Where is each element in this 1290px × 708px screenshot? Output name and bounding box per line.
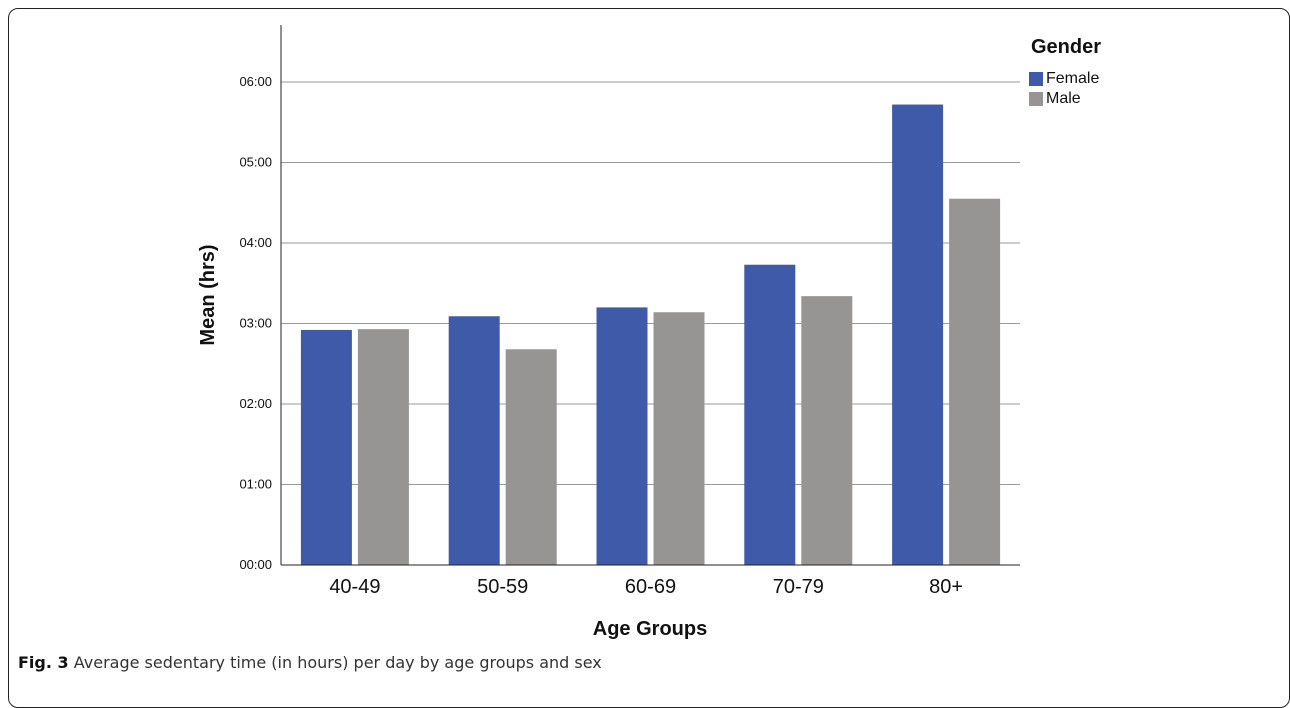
y-tick-labels: 00:00 01:00 02:00 03:00 04:00 05:00 06:00	[239, 74, 272, 572]
y-axis-title: Mean (hrs)	[197, 244, 219, 345]
legend-label-female: Female	[1046, 70, 1100, 87]
bar-male-70-79	[801, 296, 853, 565]
bar-female-80plus	[892, 104, 944, 565]
legend-label-male: Male	[1046, 90, 1081, 107]
x-tick-labels: 40-49 50-59 60-69 70-79 80+	[329, 576, 963, 598]
bar-female-50-59	[448, 316, 500, 565]
y-tick-label: 03:00	[239, 316, 272, 331]
bar-female-40-49	[300, 329, 352, 565]
bar-male-80plus	[949, 198, 1001, 565]
y-tick-label: 05:00	[239, 155, 272, 170]
y-tick-label: 00:00	[239, 557, 272, 572]
x-tick-label: 60-69	[625, 576, 676, 598]
legend-item-male: Male	[1029, 89, 1101, 109]
legend-title: Gender	[1031, 36, 1102, 58]
x-tick-label: 80+	[929, 576, 963, 598]
bar-male-50-59	[505, 349, 557, 565]
y-tick-label: 06:00	[239, 74, 272, 89]
x-tick-label: 50-59	[477, 576, 528, 598]
x-axis-title: Age Groups	[593, 618, 707, 640]
legend-swatch-male	[1029, 92, 1043, 106]
bar-female-60-69	[596, 307, 648, 565]
y-tick-label: 01:00	[239, 477, 272, 492]
bar-female-70-79	[744, 264, 796, 565]
x-tick-label: 40-49	[329, 576, 380, 598]
y-tick-label: 04:00	[239, 235, 272, 250]
bar-male-40-49	[357, 329, 409, 565]
figure-caption-text: Average sedentary time (in hours) per da…	[73, 653, 602, 672]
legend-swatch-female	[1029, 72, 1043, 86]
figure-caption: Fig. 3 Average sedentary time (in hours)…	[18, 653, 602, 672]
bar-chart: 00:00 01:00 02:00 03:00 04:00 05:00 06:00 40-4…	[197, 25, 1020, 640]
figure-label: Fig. 3	[18, 653, 69, 672]
legend-item-female: Female	[1029, 69, 1101, 89]
x-tick-label: 70-79	[773, 576, 824, 598]
legend: Gender Female Male	[1029, 36, 1101, 109]
bars	[300, 104, 1001, 565]
bar-male-60-69	[653, 312, 705, 565]
y-tick-label: 02:00	[239, 396, 272, 411]
